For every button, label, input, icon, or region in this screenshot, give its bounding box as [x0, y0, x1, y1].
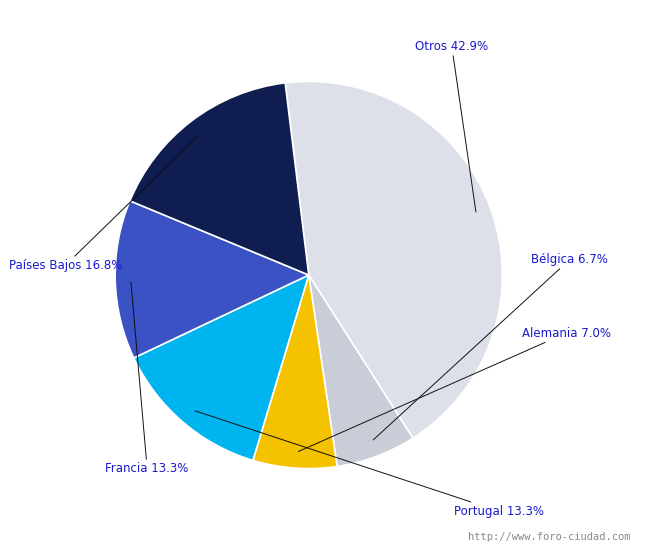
Text: Otros 42.9%: Otros 42.9%	[415, 40, 488, 212]
Wedge shape	[134, 275, 309, 460]
Wedge shape	[285, 81, 502, 438]
Text: Portugal 13.3%: Portugal 13.3%	[195, 411, 544, 518]
Text: Países Bajos 16.8%: Países Bajos 16.8%	[8, 135, 199, 272]
Text: Bélgica 6.7%: Bélgica 6.7%	[373, 253, 608, 440]
Wedge shape	[130, 83, 309, 275]
Wedge shape	[253, 275, 337, 469]
Wedge shape	[309, 275, 413, 466]
Wedge shape	[115, 201, 309, 358]
Text: Peñafiel - Turistas extranjeros según país - Abril de 2024: Peñafiel - Turistas extranjeros según pa…	[91, 10, 559, 29]
Text: Francia 13.3%: Francia 13.3%	[105, 282, 189, 475]
Text: http://www.foro-ciudad.com: http://www.foro-ciudad.com	[468, 532, 630, 542]
Text: Alemania 7.0%: Alemania 7.0%	[298, 327, 611, 452]
